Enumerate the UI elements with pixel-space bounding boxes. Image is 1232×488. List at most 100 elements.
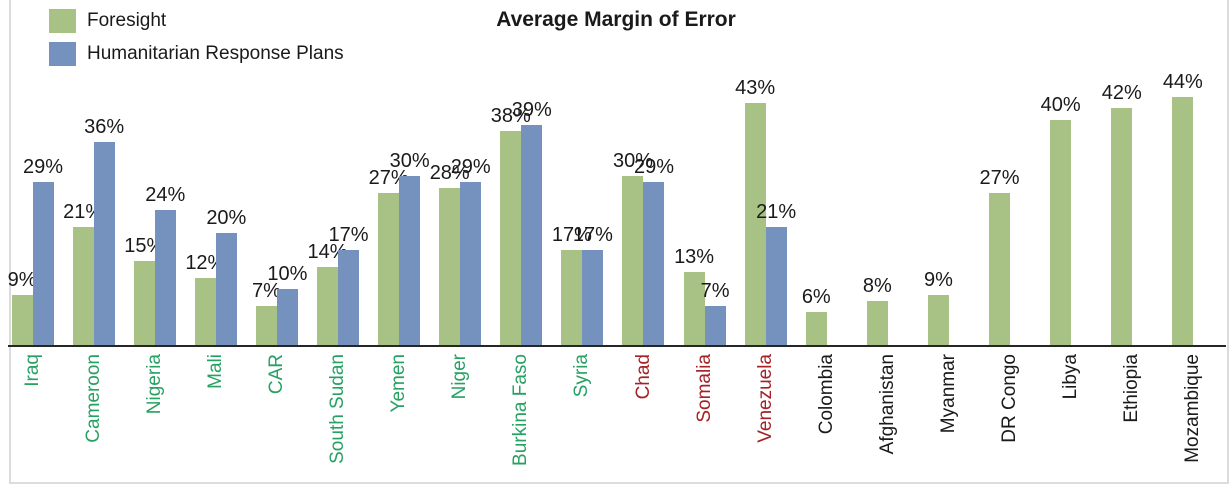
value-label-foresight-nigeria: 15%	[124, 235, 165, 257]
value-label-foresight-libya: 40%	[1040, 94, 1081, 116]
bar-humanitarian-response-plans-car: 10%	[267, 263, 307, 346]
bar-humanitarian-response-plans-burkina-faso: 39%	[512, 99, 552, 346]
value-label-humanitarian-response-plans-venezuela: 21%	[756, 201, 797, 223]
value-label-foresight-iraq: 9%	[7, 269, 37, 291]
x-axis-label-mali: Mali	[204, 354, 226, 389]
bar-humanitarian-response-plans-mali: 20%	[206, 207, 246, 346]
value-label-humanitarian-response-plans-chad: 29%	[633, 156, 674, 178]
value-label-foresight-colombia: 6%	[801, 286, 831, 308]
value-label-foresight-ethiopia: 42%	[1101, 82, 1142, 104]
bar-foresight-syria: 17%	[552, 224, 592, 346]
bar-group-colombia: 6%	[796, 0, 857, 346]
value-label-foresight-yemen: 27%	[368, 167, 409, 189]
x-axis-line	[8, 345, 1226, 347]
x-axis-label-dr-congo: DR Congo	[999, 354, 1021, 443]
bar-group-somalia: 13% 7%	[674, 0, 735, 346]
value-label-foresight-niger: 28%	[429, 162, 470, 184]
bar-foresight-dr-congo: 27%	[980, 167, 1020, 346]
x-axis-label-chad: Chad	[632, 354, 654, 400]
value-label-foresight-south-sudan: 14%	[307, 241, 348, 263]
bar-foresight-burkina-faso: 38%	[491, 105, 531, 346]
value-label-foresight-chad: 30%	[612, 150, 653, 172]
bar-group-syria: 17% 17%	[552, 0, 613, 346]
value-label-humanitarian-response-plans-car: 10%	[267, 263, 308, 285]
value-label-humanitarian-response-plans-nigeria: 24%	[145, 184, 186, 206]
x-axis-label-somalia: Somalia	[693, 354, 715, 423]
bar-group-car: 7% 10%	[246, 0, 307, 346]
bar-group-afghanistan: 8%	[857, 0, 918, 346]
value-label-foresight-venezuela: 43%	[735, 77, 776, 99]
x-axis-label-syria: Syria	[571, 354, 593, 398]
value-label-humanitarian-response-plans-south-sudan: 17%	[328, 224, 369, 246]
bar-foresight-afghanistan: 8%	[863, 275, 892, 346]
legend-label-foresight: Foresight	[87, 10, 167, 31]
bar-foresight-ethiopia: 42%	[1102, 82, 1142, 346]
bar-group-burkina-faso: 38% 39%	[491, 0, 552, 346]
x-axis-label-burkina-faso: Burkina Faso	[510, 354, 532, 466]
x-axis-label-colombia: Colombia	[815, 354, 837, 435]
value-label-humanitarian-response-plans-burkina-faso: 39%	[511, 99, 552, 121]
bar-group-south-sudan: 14% 17%	[307, 0, 369, 346]
value-label-foresight-burkina-faso: 38%	[490, 105, 531, 127]
chart-title: Average Margin of Error	[496, 8, 736, 31]
value-label-foresight-somalia: 13%	[674, 246, 715, 268]
value-label-foresight-cameroon: 21%	[63, 201, 104, 223]
bar-group-ethiopia: 42%	[1102, 0, 1163, 346]
x-axis-label-afghanistan: Afghanistan	[876, 354, 898, 455]
bar-foresight-cameroon: 21%	[63, 201, 103, 346]
legend-swatch-hrp	[49, 42, 76, 66]
bar-foresight-yemen: 27%	[369, 167, 409, 346]
value-label-foresight-myanmar: 9%	[924, 269, 953, 291]
bar-group-niger: 28% 29%	[430, 0, 491, 346]
bar-group-myanmar: 9%	[918, 0, 979, 346]
bar-foresight-myanmar: 9%	[924, 269, 953, 346]
bar-foresight-iraq: 9%	[8, 269, 37, 346]
value-label-foresight-afghanistan: 8%	[862, 275, 892, 297]
bar-humanitarian-response-plans-nigeria: 24%	[145, 184, 185, 346]
bar-group-nigeria: 15% 24%	[124, 0, 185, 346]
x-axis-label-yemen: Yemen	[388, 354, 410, 413]
bar-humanitarian-response-plans-somalia: 7%	[701, 280, 730, 346]
value-label-humanitarian-response-plans-mali: 20%	[206, 207, 247, 229]
bar-group-yemen: 27% 30%	[369, 0, 430, 346]
bar-foresight-somalia: 13%	[674, 246, 714, 346]
value-label-humanitarian-response-plans-somalia: 7%	[700, 280, 730, 302]
value-label-foresight-mozambique: 44%	[1162, 71, 1203, 93]
x-axis-label-south-sudan: South Sudan	[327, 354, 349, 464]
bar-foresight-niger: 28%	[430, 162, 470, 346]
bar-group-iraq: 9% 29%	[2, 0, 63, 346]
x-axis-label-niger: Niger	[449, 354, 471, 400]
value-label-humanitarian-response-plans-syria: 17%	[572, 224, 613, 246]
legend-item-foresight: Foresight	[49, 9, 344, 33]
plot-area: 9% 29% 21% 36% 15% 24% 12% 20% 7% 10% 14% 17% 27% 30%…	[2, 0, 1224, 346]
bar-humanitarian-response-plans-south-sudan: 17%	[329, 224, 369, 346]
x-axis-label-nigeria: Nigeria	[143, 354, 165, 415]
bar-group-chad: 30% 29%	[613, 0, 674, 346]
value-label-humanitarian-response-plans-iraq: 29%	[23, 156, 64, 178]
bar-foresight-libya: 40%	[1041, 94, 1081, 346]
bar-group-cameroon: 21% 36%	[63, 0, 124, 346]
bar-group-libya: 40%	[1041, 0, 1102, 346]
bar-humanitarian-response-plans-yemen: 30%	[390, 150, 430, 346]
bar-foresight-south-sudan: 14%	[308, 241, 348, 346]
value-label-foresight-mali: 12%	[185, 252, 226, 274]
bar-humanitarian-response-plans-syria: 17%	[573, 224, 613, 346]
x-axis-label-mozambique: Mozambique	[1182, 354, 1204, 463]
value-label-humanitarian-response-plans-cameroon: 36%	[84, 116, 125, 138]
legend: Foresight Humanitarian Response Plans	[49, 9, 344, 75]
bar-group-dr-congo: 27%	[980, 0, 1041, 346]
legend-swatch-foresight	[49, 9, 76, 33]
bar-humanitarian-response-plans-venezuela: 21%	[756, 201, 796, 346]
bar-humanitarian-response-plans-chad: 29%	[634, 156, 674, 346]
bar-foresight-car: 7%	[252, 280, 281, 346]
x-axis-label-venezuela: Venezuela	[754, 354, 776, 443]
x-axis-label-ethiopia: Ethiopia	[1121, 354, 1143, 423]
bar-group-venezuela: 43% 21%	[735, 0, 796, 346]
x-axis-label-myanmar: Myanmar	[938, 354, 960, 434]
bar-foresight-venezuela: 43%	[735, 77, 775, 346]
bar-group-mozambique: 44%	[1163, 0, 1224, 346]
value-label-foresight-dr-congo: 27%	[979, 167, 1020, 189]
bar-humanitarian-response-plans-niger: 29%	[451, 156, 491, 346]
value-label-foresight-car: 7%	[251, 280, 281, 302]
